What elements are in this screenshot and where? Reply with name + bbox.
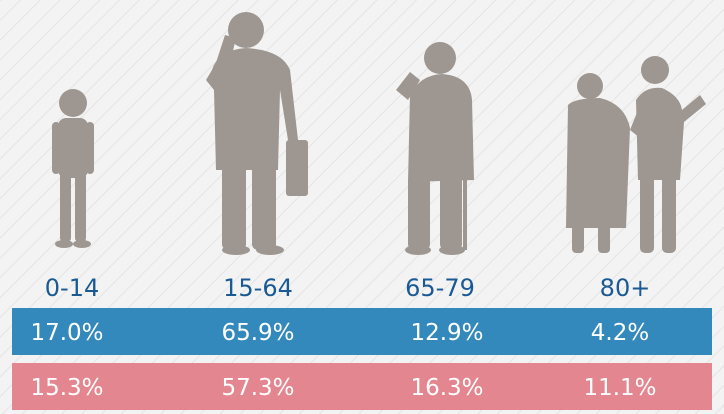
percentage: 65.9% (221, 320, 294, 346)
age-group-label: 80+ (600, 274, 651, 302)
percentage: 17.0% (30, 320, 103, 346)
age-group-label: 65-79 (405, 274, 475, 302)
infographic: 0-14 15-64 65-79 80+ 17.0% 65.9% 12.9% 4.2% 15.3… (0, 0, 724, 414)
percentage: 16.3% (410, 375, 483, 401)
percentage: 11.1% (583, 375, 656, 401)
percentage: 4.2% (591, 320, 649, 346)
percentage: 57.3% (221, 375, 294, 401)
age-group-label: 15-64 (223, 274, 293, 302)
percentage: 12.9% (410, 320, 483, 346)
age-group-label: 0-14 (45, 274, 99, 302)
percentage: 15.3% (30, 375, 103, 401)
page: 0-14 15-64 65-79 80+ 17.0% 65.9% 12.9% 4.2% 15.3… (0, 0, 724, 414)
